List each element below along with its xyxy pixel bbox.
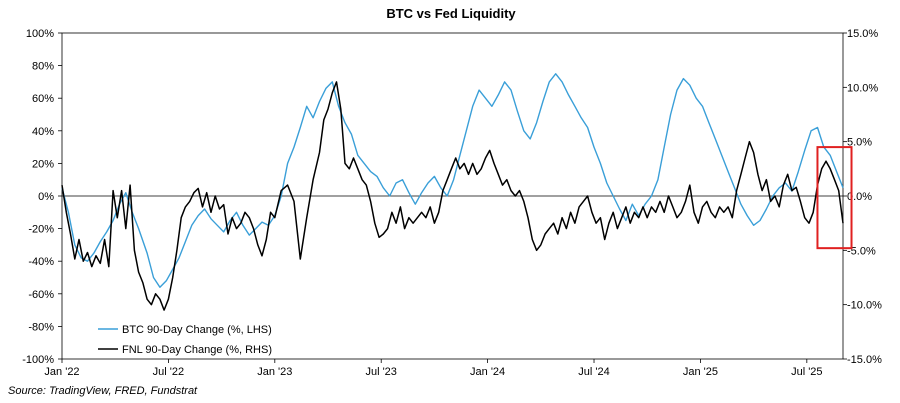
left-tick-label: 40% (32, 126, 54, 138)
right-tick-label: -10.0% (847, 300, 882, 312)
left-tick-label: -80% (28, 321, 54, 333)
right-axis: 15.0% 10.0% 5.0% 0.0% -5.0% -10.0% -15.0% (843, 28, 882, 366)
left-tick-label: -40% (28, 256, 54, 268)
x-tick-label: Jul '24 (578, 366, 609, 378)
highlight-box (816, 146, 853, 250)
left-tick-label: 80% (32, 61, 54, 73)
chart-title: BTC vs Fed Liquidity (386, 6, 516, 21)
right-tick-label: 15.0% (847, 28, 878, 40)
left-tick-label: 100% (26, 28, 54, 40)
x-tick-label: Jan '24 (470, 366, 505, 378)
legend: BTC 90-Day Change (%, LHS) FNL 90-Day Cha… (98, 324, 272, 356)
legend-label-btc: BTC 90-Day Change (%, LHS) (122, 324, 272, 336)
source-note: Source: TradingView, FRED, Fundstrat (8, 385, 198, 397)
series-lines (61, 73, 844, 311)
left-tick-label: -60% (28, 289, 54, 301)
left-tick-label: -100% (22, 354, 54, 366)
right-tick-label: 10.0% (847, 82, 878, 94)
right-tick-label: 5.0% (847, 137, 872, 149)
left-axis: 100% 80% 60% 40% 20% 0% -20% -40% -60% -80% -100% (22, 28, 62, 366)
left-tick-label: 60% (32, 93, 54, 105)
left-tick-label: 20% (32, 158, 54, 170)
left-tick-label: -20% (28, 224, 54, 236)
btc-series-line (61, 73, 844, 288)
x-tick-label: Jan '25 (683, 366, 718, 378)
fnl-series-line (61, 81, 844, 311)
right-tick-label: -5.0% (847, 245, 876, 257)
x-tick-label: Jul '25 (791, 366, 822, 378)
right-tick-label: 0.0% (847, 191, 872, 203)
left-tick-label: 0% (38, 191, 54, 203)
x-tick-label: Jul '22 (153, 366, 184, 378)
x-axis: Jan '22 Jul '22 Jan '23 Jul '23 Jan '24 Jul '… (44, 359, 823, 378)
x-tick-label: Jan '22 (44, 366, 79, 378)
x-tick-label: Jan '23 (257, 366, 292, 378)
legend-label-fnl: FNL 90-Day Change (%, RHS) (122, 344, 272, 356)
x-tick-label: Jul '23 (365, 366, 396, 378)
right-tick-label: -15.0% (847, 354, 882, 366)
